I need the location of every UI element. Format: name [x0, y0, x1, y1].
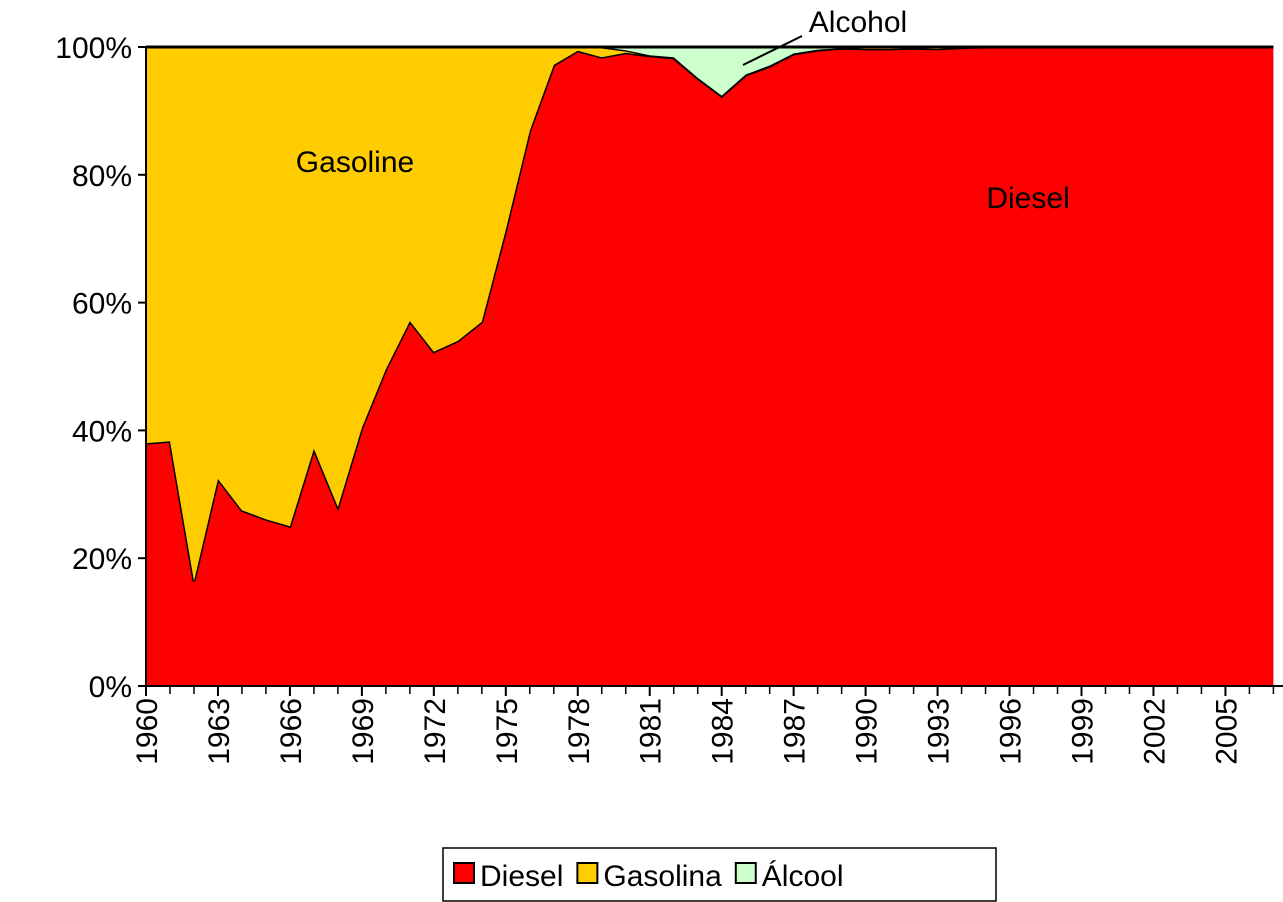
x-tick-label: 1996: [995, 698, 1028, 765]
x-tick-label: 1978: [563, 698, 596, 765]
x-tick-label: 1993: [923, 698, 956, 765]
legend-swatch: [734, 862, 757, 884]
annotation: Alcohol: [809, 6, 907, 39]
y-tick-label: 80%: [72, 160, 132, 193]
x-tick-label: 1987: [779, 698, 812, 765]
legend-swatch: [576, 862, 599, 884]
x-tick-label: 2005: [1210, 698, 1243, 765]
area: [146, 47, 1274, 582]
y-tick-label: 40%: [72, 415, 132, 448]
annotation: Gasoline: [296, 146, 414, 179]
x-tick-label: 1999: [1067, 698, 1100, 765]
x-tick-label: 1984: [707, 698, 740, 765]
legend-swatch: [453, 862, 475, 884]
legend-items: Diesel Gasolina Álcool: [453, 860, 844, 893]
x-tick-label: 1990: [851, 698, 884, 765]
legend: [442, 847, 997, 902]
annotation-leader: [742, 35, 803, 66]
y-tick-label: 20%: [72, 543, 132, 576]
plot-area: [145, 45, 1274, 686]
legend-label: Gasolina: [603, 860, 722, 893]
area: [146, 47, 1274, 686]
x-tick-label: 1981: [635, 698, 668, 765]
x-tick-label: 2002: [1138, 698, 1171, 765]
area: [146, 47, 1274, 96]
annotation: Diesel: [986, 182, 1069, 215]
y-tick-label: 100%: [55, 32, 132, 65]
legend-label: Álcool: [762, 860, 844, 893]
x-tick-label: 1972: [419, 698, 452, 765]
x-tick-label: 1960: [131, 698, 164, 765]
x-tick-label: 1975: [491, 698, 524, 765]
legend-label: Diesel: [480, 860, 563, 893]
x-tick-label: 1966: [275, 698, 308, 765]
x-tick-label: 1969: [347, 698, 380, 765]
y-tick-label: 60%: [72, 288, 132, 321]
y-tick-label: 0%: [89, 671, 132, 704]
x-tick-label: 1963: [203, 698, 236, 765]
